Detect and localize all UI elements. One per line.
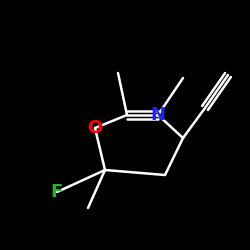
Text: F: F [51, 183, 63, 201]
Text: O: O [88, 119, 103, 137]
Text: N: N [150, 106, 166, 124]
